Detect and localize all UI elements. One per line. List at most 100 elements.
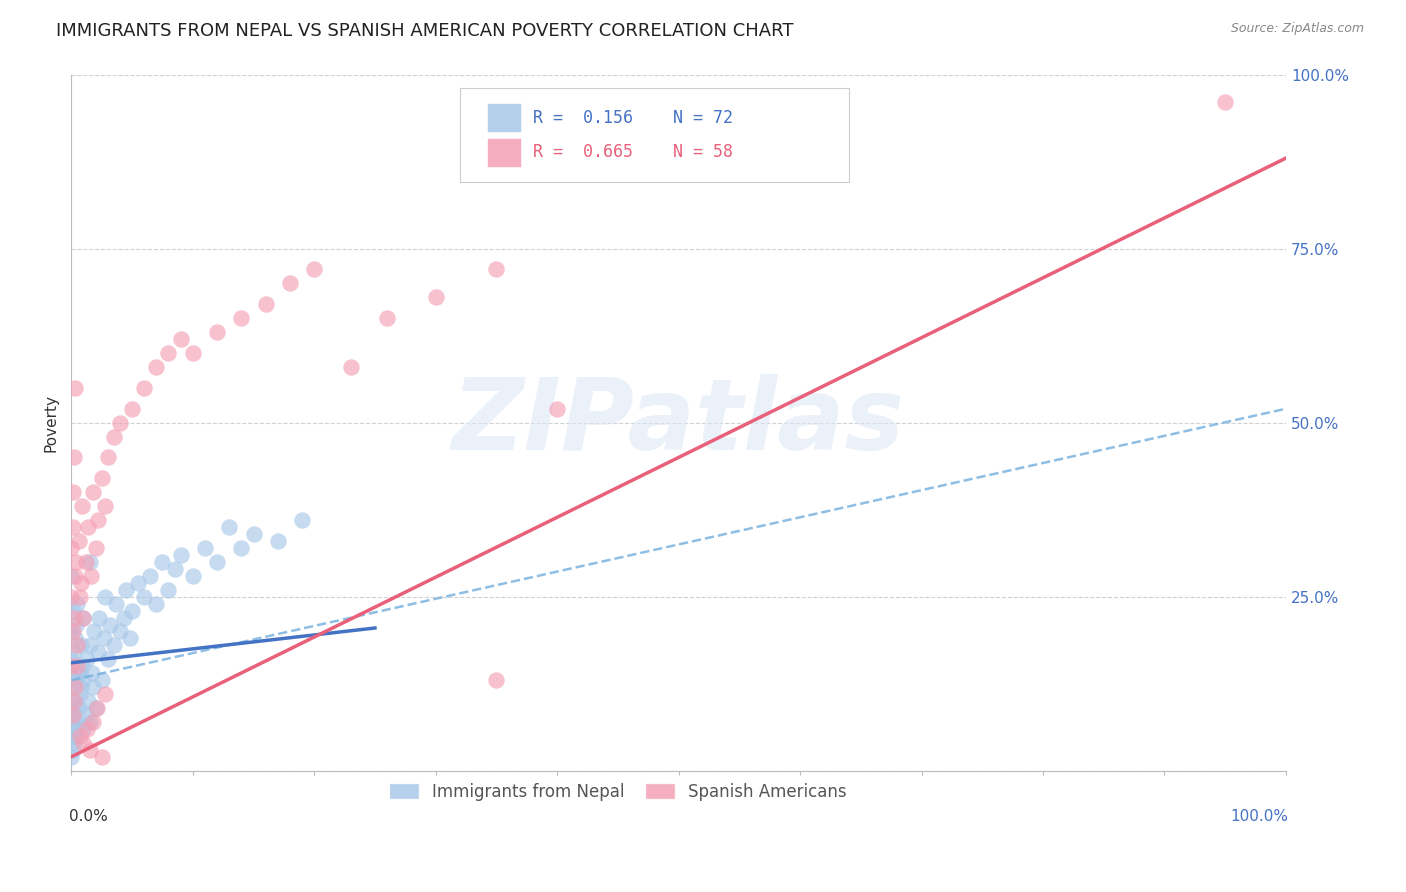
Point xyxy=(169,548,191,562)
Point xyxy=(66,639,89,653)
Point xyxy=(231,541,253,555)
FancyBboxPatch shape xyxy=(486,103,520,132)
Point xyxy=(66,659,89,673)
Point xyxy=(291,513,314,527)
Point xyxy=(62,736,84,750)
Point xyxy=(60,568,83,582)
Point xyxy=(93,632,115,646)
Point xyxy=(62,701,84,715)
Point xyxy=(105,597,128,611)
Point xyxy=(205,325,228,339)
Y-axis label: Poverty: Poverty xyxy=(44,393,58,451)
Point xyxy=(339,359,361,374)
Point xyxy=(267,533,290,548)
Point xyxy=(63,632,86,646)
Point xyxy=(60,729,83,743)
Point xyxy=(62,645,84,659)
Point xyxy=(62,743,84,757)
Text: Source: ZipAtlas.com: Source: ZipAtlas.com xyxy=(1230,22,1364,36)
Point xyxy=(157,346,180,360)
Point xyxy=(108,624,131,639)
Point xyxy=(69,687,91,701)
Point xyxy=(134,381,156,395)
Point xyxy=(60,680,83,694)
Point xyxy=(97,450,120,465)
Point xyxy=(145,359,167,374)
Point xyxy=(67,701,90,715)
Point xyxy=(69,666,91,681)
Point xyxy=(63,381,86,395)
Point xyxy=(66,666,89,681)
Point xyxy=(66,714,89,729)
Point xyxy=(70,659,93,673)
Point xyxy=(231,311,253,326)
Point xyxy=(112,610,135,624)
Point xyxy=(121,401,143,416)
Point xyxy=(72,610,94,624)
Point xyxy=(67,533,90,548)
Point xyxy=(75,708,97,723)
Point xyxy=(94,499,117,513)
Point xyxy=(72,722,94,736)
Point xyxy=(194,541,217,555)
Point xyxy=(94,590,117,604)
Point xyxy=(62,714,84,729)
Point xyxy=(72,610,94,624)
Point xyxy=(79,714,101,729)
Point xyxy=(118,632,141,646)
Point xyxy=(115,582,138,597)
Text: 100.0%: 100.0% xyxy=(1230,809,1288,824)
Point xyxy=(485,262,508,277)
Text: ZIPatlas: ZIPatlas xyxy=(453,374,905,471)
Point xyxy=(69,590,91,604)
Point xyxy=(181,346,204,360)
Point xyxy=(304,262,326,277)
FancyBboxPatch shape xyxy=(460,88,849,183)
Legend: Immigrants from Nepal, Spanish Americans: Immigrants from Nepal, Spanish Americans xyxy=(382,776,853,807)
Point xyxy=(121,604,143,618)
Point xyxy=(62,659,84,673)
Point xyxy=(87,645,110,659)
Point xyxy=(86,701,108,715)
Point xyxy=(157,582,180,597)
Point xyxy=(485,673,508,688)
Point xyxy=(425,290,447,304)
Point xyxy=(134,590,156,604)
Point xyxy=(83,624,105,639)
FancyBboxPatch shape xyxy=(486,138,520,167)
Point xyxy=(63,680,86,694)
Point xyxy=(75,555,97,569)
Point xyxy=(79,639,101,653)
Point xyxy=(278,277,301,291)
Point xyxy=(65,722,87,736)
Point xyxy=(98,617,121,632)
Point xyxy=(163,562,186,576)
Point xyxy=(62,708,84,723)
Point xyxy=(108,416,131,430)
Point xyxy=(65,617,87,632)
Point xyxy=(63,568,86,582)
Text: R =  0.665    N = 58: R = 0.665 N = 58 xyxy=(533,144,733,161)
Point xyxy=(152,555,174,569)
Point xyxy=(62,624,84,639)
Point xyxy=(254,297,277,311)
Point xyxy=(103,429,125,443)
Point xyxy=(145,597,167,611)
Point xyxy=(65,555,87,569)
Point xyxy=(63,729,86,743)
Point xyxy=(63,694,86,708)
Point xyxy=(70,499,93,513)
Point xyxy=(60,624,83,639)
Point xyxy=(80,568,103,582)
Point xyxy=(181,568,204,582)
Point xyxy=(77,694,100,708)
Text: IMMIGRANTS FROM NEPAL VS SPANISH AMERICAN POVERTY CORRELATION CHART: IMMIGRANTS FROM NEPAL VS SPANISH AMERICA… xyxy=(56,22,794,40)
Point xyxy=(60,541,83,555)
Point xyxy=(139,568,162,582)
Point xyxy=(76,722,98,736)
Point xyxy=(375,311,398,326)
Point xyxy=(60,652,83,666)
Point xyxy=(60,590,83,604)
Point xyxy=(84,541,107,555)
Point xyxy=(82,485,104,500)
